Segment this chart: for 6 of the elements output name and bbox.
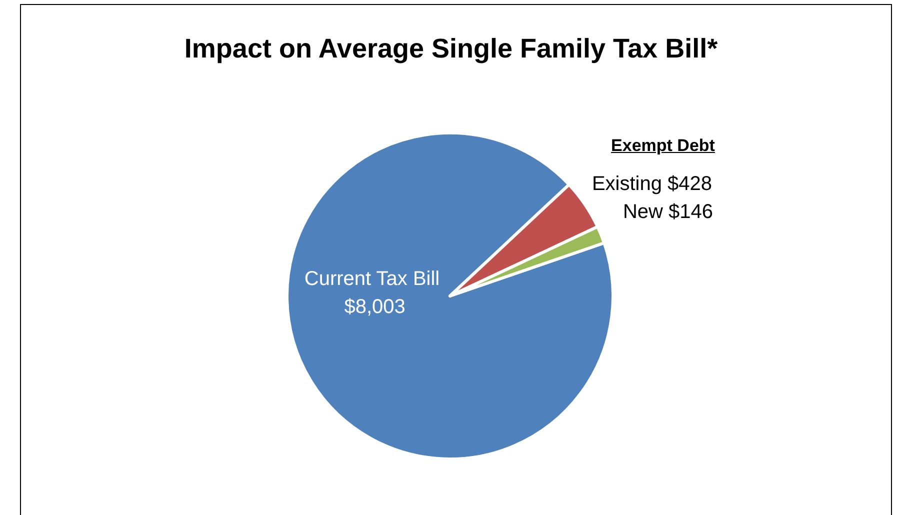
text: Exempt Debt — [610, 136, 716, 156]
slice-label: Existing $428 — [592, 173, 712, 195]
slice-label: New $146 — [622, 201, 714, 223]
slice-label: Current Tax Bill — [304, 268, 440, 290]
chart-title: Impact on Average Single Family Tax Bill* — [184, 34, 718, 64]
data-label: $8,003 — [338, 296, 406, 318]
